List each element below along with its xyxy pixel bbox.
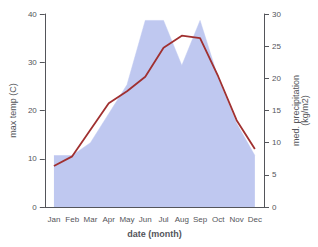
svg-text:max temp (C): max temp (C): [8, 83, 18, 138]
svg-text:Sep: Sep: [193, 215, 208, 224]
svg-text:10: 10: [272, 138, 281, 147]
svg-text:20: 20: [272, 74, 281, 83]
svg-text:15: 15: [272, 106, 281, 115]
svg-text:Nov: Nov: [229, 215, 243, 224]
svg-text:(kg/m2): (kg/m2): [300, 95, 310, 126]
svg-text:25: 25: [272, 42, 281, 51]
svg-text:Jan: Jan: [47, 215, 60, 224]
svg-text:Apr: Apr: [103, 215, 116, 224]
svg-text:0: 0: [272, 203, 277, 212]
svg-text:Jul: Jul: [158, 215, 168, 224]
svg-text:Dec: Dec: [248, 215, 262, 224]
svg-text:Feb: Feb: [65, 215, 79, 224]
svg-text:date (month): date (month): [127, 229, 182, 239]
svg-text:Mar: Mar: [84, 215, 98, 224]
svg-text:med. precipitation: med. precipitation: [291, 75, 302, 146]
svg-text:30: 30: [28, 58, 37, 67]
svg-text:Oct: Oct: [212, 215, 225, 224]
svg-text:May: May: [119, 215, 134, 224]
svg-text:30: 30: [272, 10, 281, 19]
svg-text:Aug: Aug: [175, 215, 189, 224]
svg-text:10: 10: [28, 154, 37, 163]
svg-text:0: 0: [32, 203, 37, 212]
svg-text:40: 40: [28, 10, 37, 19]
svg-text:Jun: Jun: [139, 215, 152, 224]
svg-text:20: 20: [28, 106, 37, 115]
svg-text:5: 5: [272, 170, 277, 179]
